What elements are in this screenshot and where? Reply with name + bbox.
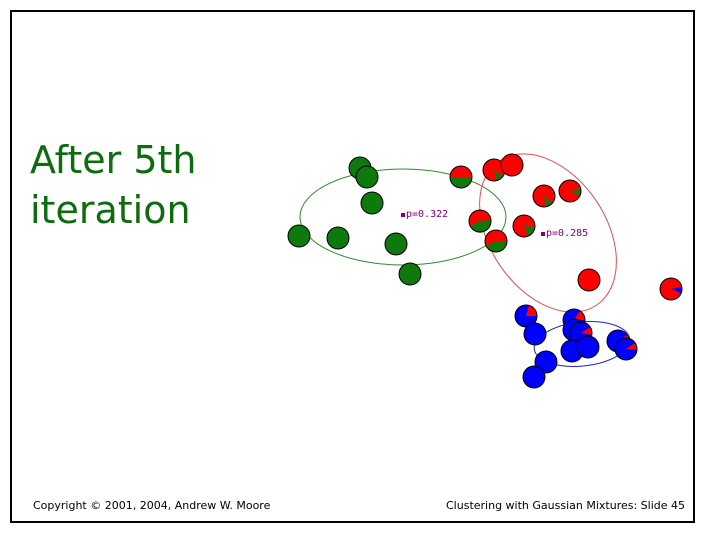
title-line-1: After 5th	[30, 138, 197, 182]
data-point	[534, 350, 558, 374]
data-point	[659, 277, 683, 301]
slide-frame	[10, 10, 695, 523]
green-component-p-label: p=0.322	[406, 209, 448, 220]
data-point	[558, 179, 582, 203]
data-point	[500, 153, 524, 177]
data-point	[512, 214, 536, 238]
data-point	[468, 209, 492, 233]
data-point	[360, 191, 384, 215]
title-line-2: iteration	[30, 188, 191, 232]
footer-slide-info: Clustering with Gaussian Mixtures: Slide…	[446, 499, 686, 512]
data-point	[577, 268, 601, 292]
footer-copyright: Copyright © 2001, 2004, Andrew W. Moore	[33, 499, 271, 512]
slide-title: After 5th iteration	[30, 135, 230, 235]
red-component-center	[541, 232, 545, 236]
data-point	[484, 229, 508, 253]
data-point	[532, 184, 556, 208]
data-point	[398, 262, 422, 286]
red-component-p-label: p=0.285	[546, 228, 588, 239]
data-point	[576, 335, 600, 359]
data-point	[326, 226, 350, 250]
green-component-center	[401, 213, 405, 217]
data-point	[522, 365, 546, 389]
data-point	[355, 165, 379, 189]
data-point	[523, 322, 547, 346]
data-point	[449, 165, 473, 189]
data-point	[514, 304, 538, 328]
data-point	[287, 224, 311, 248]
data-point	[614, 337, 638, 361]
data-point	[384, 232, 408, 256]
